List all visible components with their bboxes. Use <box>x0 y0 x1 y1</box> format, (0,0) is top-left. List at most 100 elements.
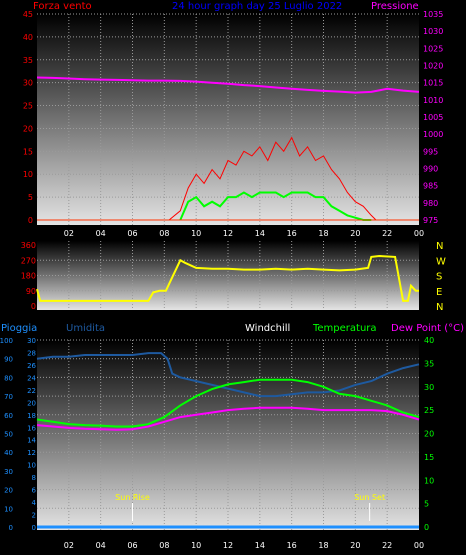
rain-tick-label: 30 <box>27 337 36 345</box>
degree-tick-label: 0 <box>31 302 36 311</box>
windchill-label: Windchill <box>245 323 290 334</box>
panel-1-x-ticks: 02 04 06 08 10 12 14 16 18 20 22 00 <box>64 229 424 238</box>
wind-direction-line <box>36 254 419 302</box>
panel-1-grid <box>37 13 419 225</box>
wind-speed-line <box>179 191 372 221</box>
sun-marker-label: Sun Rise <box>115 493 150 502</box>
x-tick-label: 22 <box>382 229 392 238</box>
wind-axis-label: Forza vento <box>33 1 92 12</box>
x-tick-label: 02 <box>64 541 74 550</box>
pressure-tick-label: 1000 <box>423 130 443 139</box>
pressure-tick-label: 1035 <box>423 10 443 19</box>
pressure-tick-label: 1030 <box>423 27 443 36</box>
wind-tick-label: 40 <box>23 33 33 42</box>
rain-tick-label: 0 <box>32 524 36 532</box>
humidity-axis-label: Umidita <box>66 323 105 334</box>
pressure-tick-label: 990 <box>423 165 438 174</box>
panel-2-grid <box>37 241 419 310</box>
degree-tick-label: 360 <box>21 241 36 250</box>
rain-tick-label: 20 <box>27 399 36 407</box>
x-tick-label: 18 <box>318 541 328 550</box>
humidity-tick-label: 20 <box>4 487 13 495</box>
x-tick-label: 16 <box>287 541 297 550</box>
temperature-tick-label: 15 <box>424 453 434 462</box>
x-tick-label: 10 <box>191 541 201 550</box>
wind-tick-label: 30 <box>23 79 33 88</box>
x-tick-label: 14 <box>255 541 265 550</box>
humidity-tick-label: 30 <box>4 468 13 476</box>
humidity-tick-label: 60 <box>4 412 13 420</box>
compass-label: W <box>436 256 446 267</box>
x-tick-label: 02 <box>64 229 74 238</box>
wind-pressure-panel: Forza vento 24 hour graph day 25 Luglio … <box>23 1 444 238</box>
x-tick-label: 18 <box>318 229 328 238</box>
wind-gust-line <box>168 136 377 221</box>
chart-title: 24 hour graph day 25 Luglio 2022 <box>172 1 342 12</box>
direction-degree-ticks: 0 90 180 270 360 <box>21 241 36 311</box>
x-tick-label: 10 <box>191 229 201 238</box>
pressure-line <box>36 76 420 94</box>
temperature-tick-label: 30 <box>424 383 434 392</box>
humidity-tick-label: 80 <box>4 374 13 382</box>
x-tick-label: 20 <box>350 229 360 238</box>
dewpoint-line <box>36 406 420 431</box>
degree-tick-label: 270 <box>21 256 36 265</box>
temperature-line <box>36 378 420 428</box>
compass-label: E <box>436 287 442 298</box>
rain-axis-label: Pioggia <box>1 323 37 334</box>
pressure-tick-label: 1025 <box>423 44 443 53</box>
rain-tick-label: 12 <box>27 449 36 457</box>
pressure-tick-label: 985 <box>423 182 438 191</box>
humidity-line <box>36 352 420 398</box>
temperature-humidity-panel: Pioggia Umidita Windchill Temperatura De… <box>0 323 464 550</box>
degree-tick-label: 90 <box>26 287 36 296</box>
pressure-tick-label: 980 <box>423 199 438 208</box>
x-tick-label: 00 <box>414 541 424 550</box>
pressure-tick-label: 1010 <box>423 96 443 105</box>
pressure-tick-label: 1015 <box>423 79 443 88</box>
panel-3-x-ticks: 02 04 06 08 10 12 14 16 18 20 22 00 <box>64 541 424 550</box>
wind-tick-label: 15 <box>23 147 33 156</box>
x-tick-label: 20 <box>350 541 360 550</box>
wind-tick-label: 10 <box>23 170 33 179</box>
temperature-tick-label: 40 <box>424 336 434 345</box>
rain-tick-label: 2 <box>32 512 36 520</box>
x-tick-label: 12 <box>223 229 233 238</box>
rain-tick-label: 22 <box>27 387 36 395</box>
wind-tick-label: 25 <box>23 102 33 111</box>
temperature-axis-ticks: 0 5 10 15 20 25 30 35 40 <box>424 336 434 532</box>
x-tick-label: 14 <box>255 229 265 238</box>
rain-tick-label: 24 <box>27 374 36 382</box>
rain-tick-label: 6 <box>32 487 37 495</box>
wind-tick-label: 0 <box>28 216 33 225</box>
temperature-tick-label: 35 <box>424 359 434 368</box>
x-tick-label: 12 <box>223 541 233 550</box>
temperature-tick-label: 0 <box>424 523 429 532</box>
pressure-tick-label: 1020 <box>423 62 443 71</box>
rain-tick-label: 26 <box>27 362 36 370</box>
wind-tick-label: 20 <box>23 124 33 133</box>
x-tick-label: 00 <box>414 229 424 238</box>
panel-3-background <box>37 340 419 530</box>
wind-axis-ticks: 0 5 10 15 20 25 30 35 40 45 <box>23 10 33 225</box>
temperature-tick-label: 25 <box>424 406 434 415</box>
dewpoint-label: Dew Point (°C) <box>391 323 464 334</box>
sun-annotations: Sun Rise Sun Set <box>115 493 385 521</box>
pressure-tick-label: 1005 <box>423 113 443 122</box>
temperature-tick-label: 20 <box>424 430 434 439</box>
rain-tick-label: 8 <box>32 474 36 482</box>
sun-marker-label: Sun Set <box>354 493 385 502</box>
humidity-tick-label: 100 <box>0 337 13 345</box>
pressure-axis-ticks: 975 980 985 990 995 1000 1005 1010 1015 1020 1025 1… <box>423 10 443 225</box>
rain-tick-label: 16 <box>27 424 36 432</box>
rain-tick-label: 10 <box>27 462 36 470</box>
pressure-axis-label: Pressione <box>371 1 419 12</box>
humidity-tick-label: 70 <box>4 393 13 401</box>
wind-tick-label: 35 <box>23 56 33 65</box>
x-tick-label: 22 <box>382 541 392 550</box>
humidity-tick-label: 40 <box>4 449 13 457</box>
humidity-tick-label: 50 <box>4 431 13 439</box>
